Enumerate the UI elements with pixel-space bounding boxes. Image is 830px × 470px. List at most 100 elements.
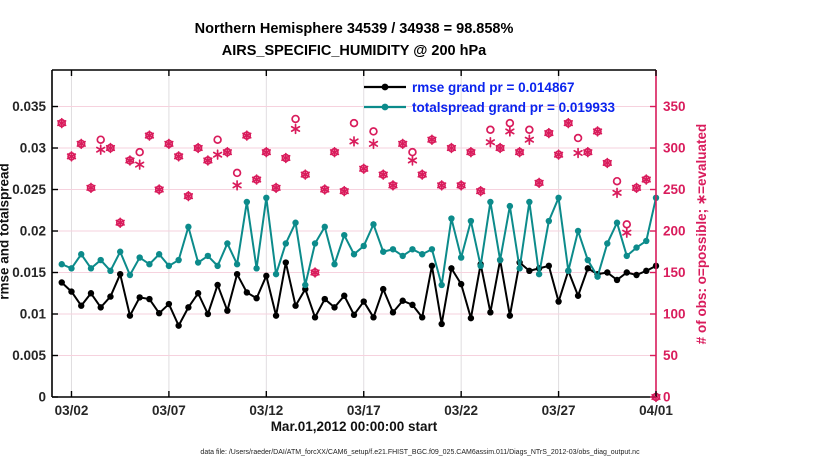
spread-line-swatch-icon [364,103,406,111]
possible-marker [408,147,417,157]
possible-marker [573,133,583,143]
y-tick-label-right: 0 [663,390,671,405]
rmse-marker [360,298,367,305]
possible-marker [369,127,378,136]
x-tick-label: 04/01 [639,403,673,418]
rmse-marker [457,280,465,288]
left-axis-label: rmse and totalspread [0,163,12,300]
totalspread-marker [87,265,95,272]
legend: rmse grand pr = 0.014867 totalspread gra… [362,77,615,117]
evaluated-marker [203,155,213,166]
totalspread-marker [643,237,650,245]
rmse-marker [204,310,212,318]
possible-marker [213,135,222,144]
rmse-marker [438,320,445,328]
totalspread-marker [389,246,397,253]
evaluated-marker [86,182,96,194]
possible-marker [349,118,359,128]
possible-marker [612,176,622,186]
possible-marker [291,114,300,124]
rmse-marker [370,314,377,321]
evaluated-marker [456,180,466,191]
evaluated-marker [105,142,116,154]
totalspread-marker [107,267,114,275]
evaluated-marker [349,136,359,147]
totalspread-marker [633,244,640,251]
evaluated-marker [505,126,515,137]
evaluated-marker [622,227,632,238]
totalspread-marker [302,281,309,289]
rmse-marker [584,265,592,272]
rmse-marker [341,292,348,299]
evaluated-marker [242,130,252,141]
rmse-marker [409,301,416,309]
chart-subtitle: AIRS_SPECIFIC_HUMIDITY @ 200 hPa [221,43,487,59]
rmse-marker [545,262,553,270]
x-tick-label: 03/07 [152,403,186,418]
evaluated-marker [563,117,574,129]
evaluated-marker [368,138,379,150]
evaluated-marker [388,180,398,191]
rmse-marker [643,267,650,275]
evaluated-marker [553,149,564,160]
chart-title-block: Northern Hemisphere 34539 / 34938 = 98.8… [0,18,708,62]
totalspread-marker [341,231,348,239]
rmse-marker [243,289,251,296]
totalspread-marker [68,265,75,272]
evaluated-marker [173,151,184,162]
evaluated-marker [359,163,369,175]
possible-marker [525,125,534,135]
rmse-marker [331,304,338,311]
y-tick-label-right: 250 [663,182,686,197]
rmse-marker [214,281,221,289]
totalspread-marker [233,261,241,268]
rmse-marker [185,304,192,311]
rmse-marker [555,298,562,305]
rmse-marker [526,267,533,275]
rmse-marker [418,314,426,321]
totalspread-marker [526,198,533,206]
totalspread-marker [409,246,416,253]
y-tick-label-left: 0 [38,390,46,405]
totalspread-marker [194,259,202,266]
evaluated-marker [193,142,203,154]
totalspread-marker [126,271,134,279]
evaluated-marker [134,159,145,170]
totalspread-marker [448,215,455,222]
evaluated-marker [446,142,457,154]
rmse-marker [467,314,475,322]
y-tick-label-right: 300 [663,141,686,156]
totalspread-marker [204,252,212,260]
rmse-marker [272,312,280,319]
totalspread-marker [282,240,290,247]
totalspread-marker [185,223,192,231]
possible-marker [486,125,495,135]
totalspread-marker [418,251,426,258]
evaluated-marker [427,134,437,145]
totalspread-marker [467,217,475,225]
rmse-marker [165,300,173,308]
totalspread-marker [214,262,221,270]
evaluated-marker [485,136,496,148]
evaluated-marker [417,169,427,180]
evaluated-marker [641,174,651,185]
y-tick-label-right: 350 [663,99,686,114]
evaluated-marker [612,187,622,199]
evaluated-marker [378,169,388,180]
totalspread-marker [97,256,104,264]
evaluated-marker [66,151,77,162]
rmse-marker [506,312,514,319]
legend-rmse-label: rmse grand pr = 0.014867 [412,79,575,95]
y-tick-label-left: 0.025 [12,182,46,197]
rmse-marker [604,269,611,276]
evaluated-marker [339,185,349,197]
y-tick-label-left: 0.01 [20,307,47,322]
evaluated-marker [534,177,544,189]
y-tick-label-right: 200 [663,224,686,239]
y-tick-label-right: 100 [663,307,686,322]
evaluated-marker [281,152,291,164]
rmse-marker [78,302,85,309]
rmse-marker [58,279,65,286]
